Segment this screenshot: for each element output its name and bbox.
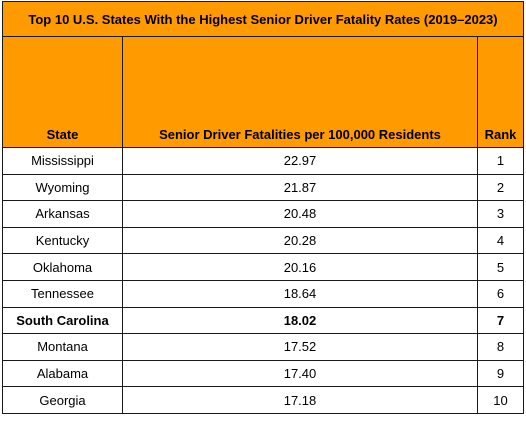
cell-rate: 22.97 — [122, 147, 478, 175]
cell-rate: 18.02 — [122, 306, 478, 335]
table-row: Kentucky 20.28 4 — [2, 226, 524, 255]
table-body: Mississippi 22.97 1 Wyoming 21.87 2 Arka… — [2, 147, 524, 414]
table-row: Mississippi 22.97 1 — [2, 147, 524, 175]
table-row: Georgia 17.18 10 — [2, 386, 524, 414]
cell-rank: 5 — [477, 253, 524, 281]
cell-state: Alabama — [2, 359, 123, 388]
cell-rank: 6 — [477, 279, 524, 308]
cell-rank: 9 — [477, 359, 524, 388]
cell-state: Tennessee — [2, 279, 123, 308]
cell-rank: 8 — [477, 333, 524, 361]
table-row: South Carolina 18.02 7 — [2, 306, 524, 335]
cell-rate: 18.64 — [122, 279, 478, 308]
cell-rank: 2 — [477, 173, 524, 202]
table-container: Top 10 U.S. States With the Highest Seni… — [2, 1, 524, 414]
table-row: Alabama 17.40 9 — [2, 359, 524, 388]
cell-rate: 17.40 — [122, 359, 478, 388]
cell-rank: 7 — [477, 306, 524, 335]
cell-state: Wyoming — [2, 173, 123, 202]
table-row: Wyoming 21.87 2 — [2, 173, 524, 202]
cell-state: Arkansas — [2, 200, 123, 228]
cell-state: Georgia — [2, 386, 123, 414]
cell-rank: 10 — [477, 386, 524, 414]
fatality-rates-table: Top 10 U.S. States With the Highest Seni… — [2, 1, 524, 414]
header-state: State — [2, 36, 123, 148]
table-row: Montana 17.52 8 — [2, 333, 524, 361]
cell-rate: 20.16 — [122, 253, 478, 281]
cell-rank: 1 — [477, 147, 524, 175]
cell-rate: 17.18 — [122, 386, 478, 414]
cell-rate: 21.87 — [122, 173, 478, 202]
cell-state: Kentucky — [2, 226, 123, 255]
cell-state: Mississippi — [2, 147, 123, 175]
cell-rate: 20.48 — [122, 200, 478, 228]
table-row: Oklahoma 20.16 5 — [2, 253, 524, 281]
header-rank: Rank — [477, 36, 524, 148]
cell-state: South Carolina — [2, 306, 123, 335]
header-row: State Senior Driver Fatalities per 100,0… — [2, 36, 524, 148]
table-title: Top 10 U.S. States With the Highest Seni… — [2, 1, 524, 37]
cell-rate: 17.52 — [122, 333, 478, 361]
cell-state: Oklahoma — [2, 253, 123, 281]
cell-rank: 3 — [477, 200, 524, 228]
cell-state: Montana — [2, 333, 123, 361]
title-row: Top 10 U.S. States With the Highest Seni… — [2, 1, 524, 37]
header-rate: Senior Driver Fatalities per 100,000 Res… — [122, 36, 478, 148]
cell-rank: 4 — [477, 226, 524, 255]
table-row: Arkansas 20.48 3 — [2, 200, 524, 228]
table-row: Tennessee 18.64 6 — [2, 279, 524, 308]
cell-rate: 20.28 — [122, 226, 478, 255]
